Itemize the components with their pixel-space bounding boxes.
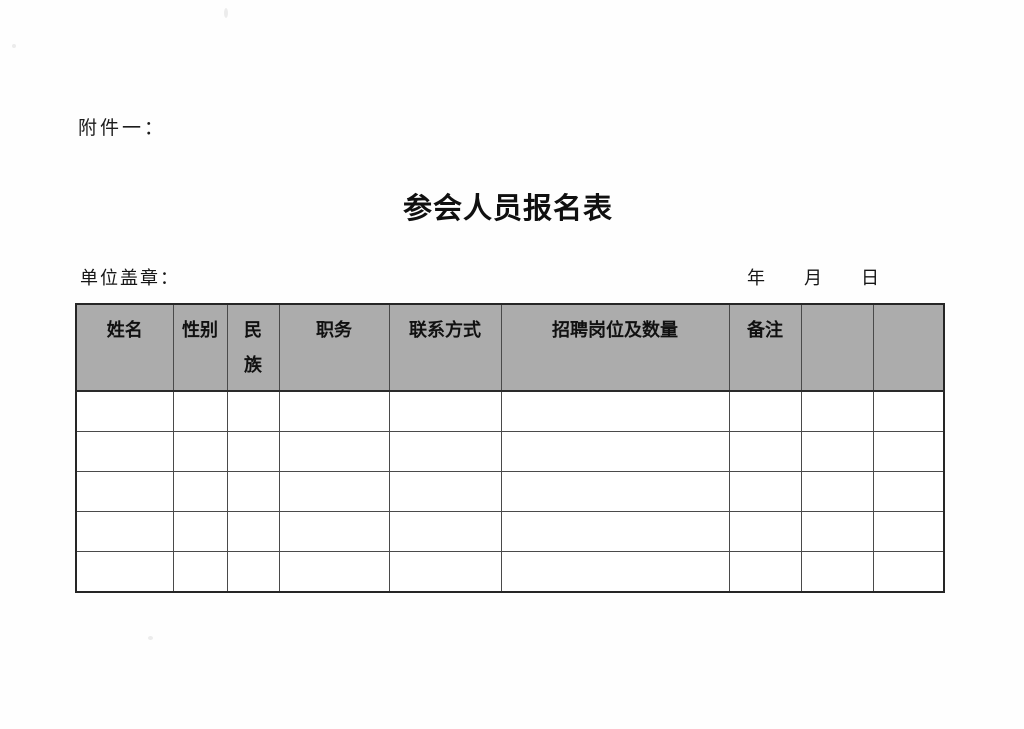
- table-cell: [800, 551, 874, 593]
- table-cell: [75, 551, 174, 593]
- table-cell: [872, 551, 945, 593]
- table-body: [75, 390, 945, 593]
- day-label: 日: [861, 268, 879, 288]
- table-cell: [388, 390, 502, 432]
- table-cell: [872, 431, 945, 472]
- table-cell: [500, 471, 730, 512]
- year-label: 年: [746, 268, 765, 288]
- table-cell: [872, 390, 945, 432]
- attachment-label: 附件一：: [78, 118, 167, 139]
- table-cell: [75, 390, 174, 432]
- table-cell: [728, 471, 802, 512]
- registration-table: 姓名 性别 民族 职务 联系方式 招聘岗位及数量 备注: [75, 303, 945, 593]
- header-cell-name: 姓名: [75, 303, 174, 392]
- table-row: [75, 551, 945, 593]
- month-label: 月: [803, 268, 822, 288]
- header-cell-position: 职务: [278, 303, 390, 392]
- table-cell: [388, 511, 502, 552]
- header-cell-contact: 联系方式: [388, 303, 502, 392]
- table-cell: [728, 511, 802, 552]
- table-row: [75, 431, 945, 472]
- header-cell-blank-1: [800, 303, 874, 392]
- table-cell: [728, 390, 802, 432]
- table-cell: [500, 431, 730, 472]
- table-cell: [75, 511, 174, 552]
- date-labels: 年 月 日: [747, 264, 943, 290]
- table-cell: [800, 431, 874, 472]
- table-cell: [172, 511, 228, 552]
- table-cell: [172, 551, 228, 593]
- header-cell-remarks: 备注: [728, 303, 802, 392]
- header-cell-gender: 性别: [172, 303, 228, 392]
- table-cell: [500, 511, 730, 552]
- table-cell: [872, 511, 945, 552]
- table-cell: [226, 511, 280, 552]
- table-cell: [800, 471, 874, 512]
- header-cell-recruit-posts: 招聘岗位及数量: [500, 303, 730, 392]
- table-cell: [388, 431, 502, 472]
- table-header: 姓名 性别 民族 职务 联系方式 招聘岗位及数量 备注: [75, 303, 945, 392]
- table-cell: [800, 390, 874, 432]
- table-cell: [278, 431, 390, 472]
- unit-seal-label: 单位盖章：: [80, 268, 180, 288]
- seal-date-row: 单位盖章： 年 月 日: [80, 264, 943, 290]
- table-cell: [728, 431, 802, 472]
- table-cell: [172, 431, 228, 472]
- table-cell: [278, 390, 390, 432]
- header-cell-ethnicity: 民族: [226, 303, 280, 392]
- table-cell: [226, 471, 280, 512]
- table-cell: [226, 431, 280, 472]
- table-cell: [388, 471, 502, 512]
- header-row: 姓名 性别 民族 职务 联系方式 招聘岗位及数量 备注: [75, 303, 945, 392]
- table-cell: [500, 390, 730, 432]
- table-row: [75, 511, 945, 552]
- scan-speck: [12, 44, 16, 48]
- header-cell-blank-2: [872, 303, 945, 392]
- table-cell: [226, 390, 280, 432]
- table-cell: [388, 551, 502, 593]
- table-row: [75, 390, 945, 432]
- table-cell: [500, 551, 730, 593]
- table-cell: [278, 511, 390, 552]
- table-cell: [728, 551, 802, 593]
- table-cell: [278, 471, 390, 512]
- table-row: [75, 471, 945, 512]
- table-cell: [872, 471, 945, 512]
- table-cell: [172, 390, 228, 432]
- table-cell: [226, 551, 280, 593]
- table-cell: [800, 511, 874, 552]
- scan-speck: [224, 8, 228, 18]
- table-cell: [278, 551, 390, 593]
- page-title: 参会人员报名表: [402, 193, 613, 225]
- table-cell: [75, 431, 174, 472]
- scan-speck: [148, 636, 153, 640]
- table-cell: [75, 471, 174, 512]
- table-cell: [172, 471, 228, 512]
